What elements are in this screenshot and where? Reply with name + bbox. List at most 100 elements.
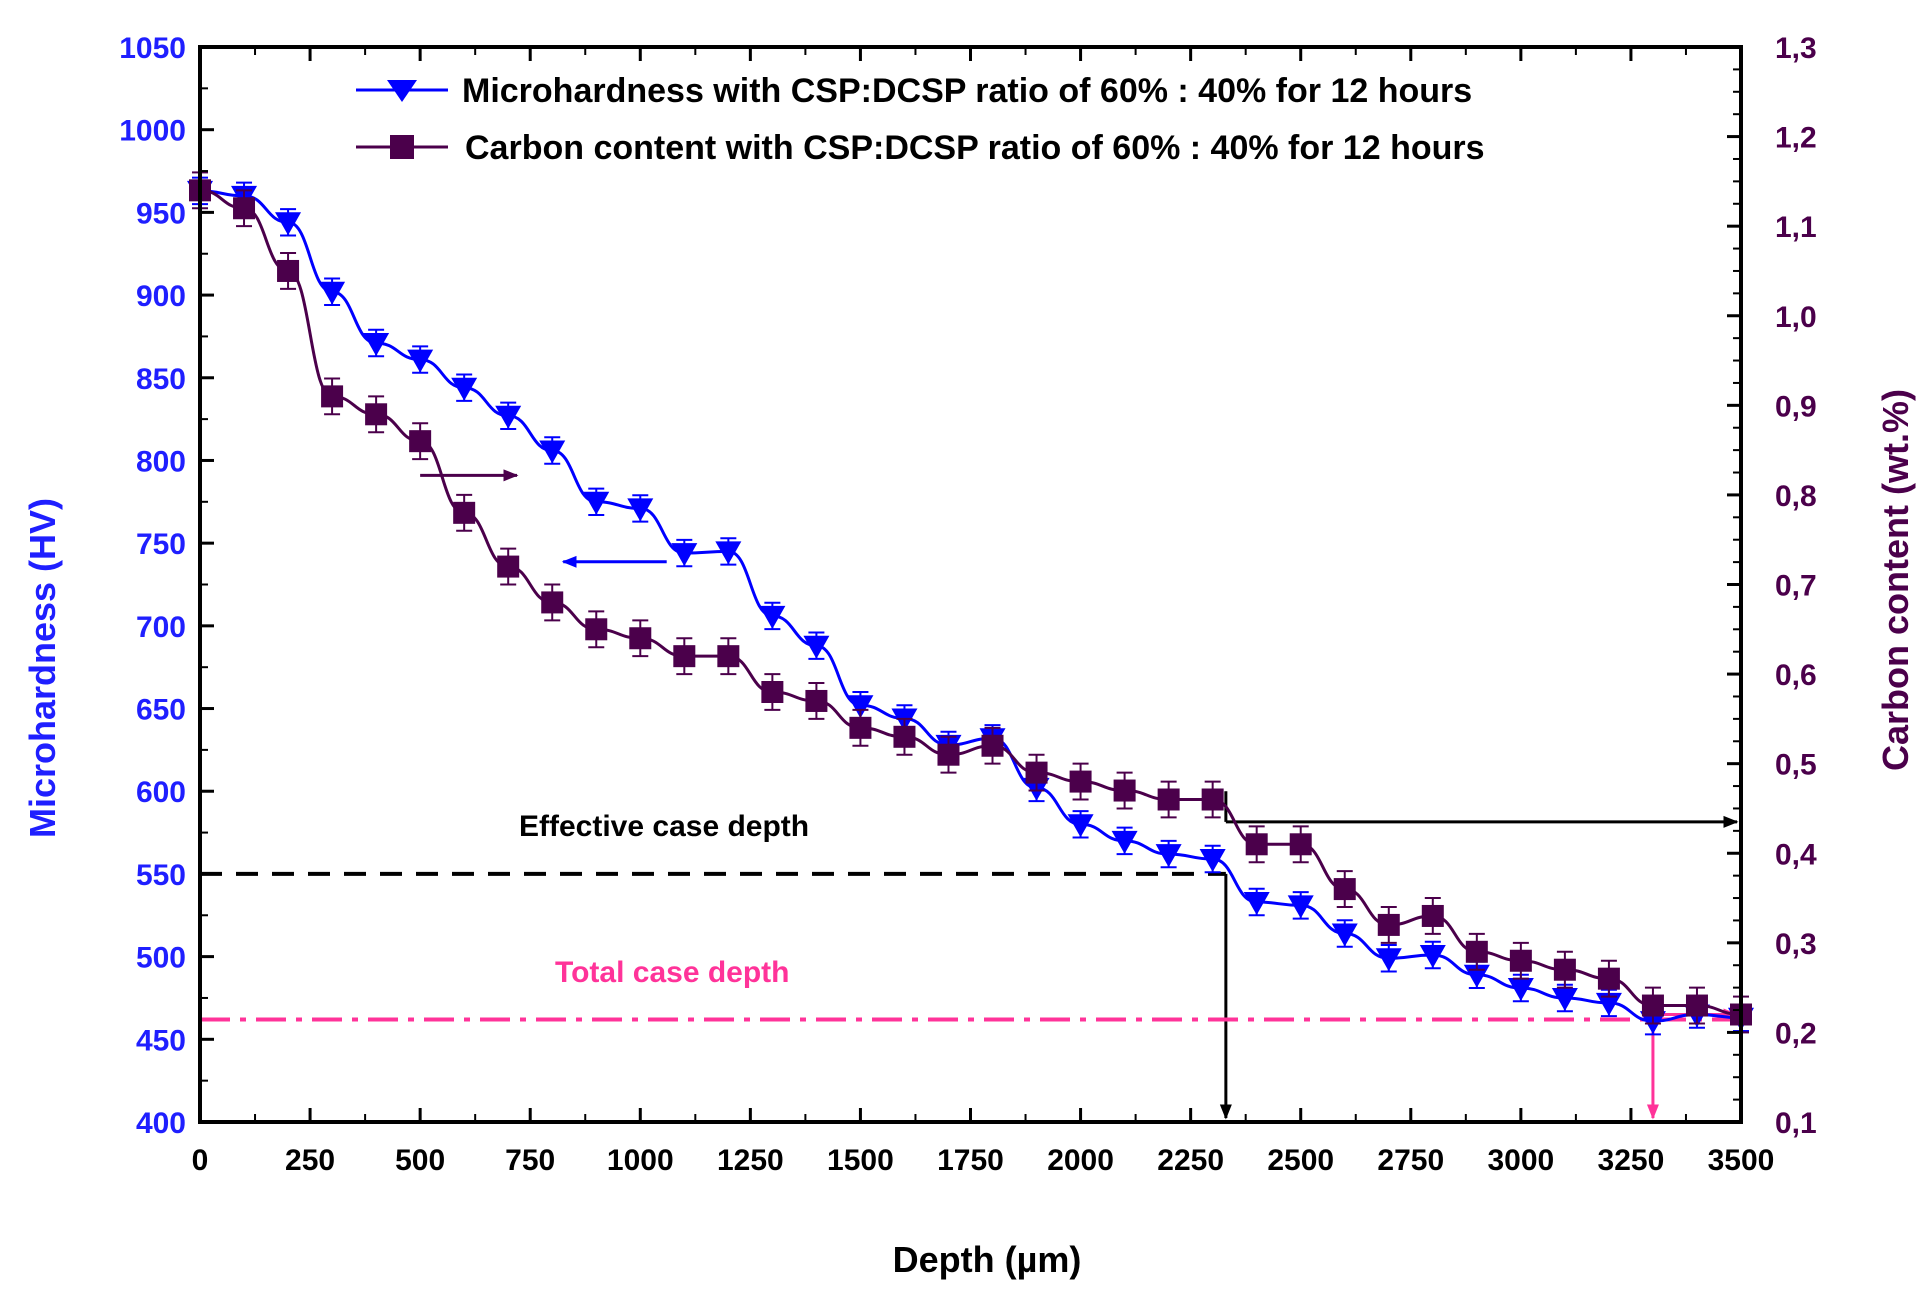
- data-point-carbon: [849, 716, 872, 739]
- data-point-microhardness: [1507, 978, 1534, 1002]
- data-point-microhardness: [319, 281, 346, 305]
- legend-marker-microhardness: [387, 80, 417, 102]
- y-left-tick-label: 900: [136, 280, 186, 313]
- data-point-carbon: [893, 725, 916, 748]
- data-point-microhardness: [847, 695, 874, 719]
- y-right-tick-label: 0,8: [1775, 480, 1817, 513]
- x-tick-label: 1750: [937, 1144, 1004, 1177]
- data-point-microhardness: [1375, 948, 1402, 972]
- data-point-carbon: [673, 645, 696, 668]
- x-tick-label: 1000: [607, 1144, 674, 1177]
- data-point-carbon: [761, 681, 784, 703]
- x-tick-label: 2000: [1047, 1144, 1114, 1177]
- data-point-microhardness: [407, 349, 434, 373]
- data-point-carbon: [1201, 788, 1224, 811]
- data-point-carbon: [1597, 967, 1620, 990]
- data-point-microhardness: [1243, 892, 1270, 916]
- legend-marker-carbon: [390, 135, 414, 159]
- data-point-carbon: [805, 689, 828, 712]
- data-point-carbon: [1245, 833, 1268, 856]
- data-point-carbon: [1641, 994, 1664, 1017]
- data-point-microhardness: [1067, 814, 1094, 838]
- legend-label-microhardness: Microhardness with CSP:DCSP ratio of 60%…: [462, 72, 1472, 110]
- data-point-microhardness: [451, 377, 478, 401]
- y-left-tick-label: 750: [136, 528, 186, 561]
- x-tick-label: 3500: [1708, 1144, 1775, 1177]
- y-left-tick-label: 1050: [119, 32, 186, 65]
- data-point-microhardness: [1419, 944, 1446, 968]
- y-left-tick-label: 650: [136, 694, 186, 727]
- data-point-carbon: [937, 743, 960, 766]
- data-point-microhardness: [1155, 844, 1182, 868]
- y-left-tick-label: 950: [136, 197, 186, 230]
- x-tick-label: 2250: [1157, 1144, 1224, 1177]
- data-point-carbon: [1025, 761, 1048, 784]
- y-left-tick-label: 850: [136, 363, 186, 396]
- y-axis-right-label: Carbon content (wt.%): [1875, 389, 1916, 771]
- data-point-microhardness: [539, 440, 566, 464]
- data-point-microhardness: [363, 333, 390, 357]
- y-right-tick-label: 0,2: [1775, 1017, 1817, 1050]
- x-tick-label: 250: [285, 1144, 335, 1177]
- y-left-tick-label: 500: [136, 942, 186, 975]
- y-right-tick-label: 0,3: [1775, 928, 1817, 961]
- y-right-tick-label: 0,6: [1775, 659, 1817, 692]
- data-point-microhardness: [275, 212, 302, 236]
- x-tick-label: 3000: [1487, 1144, 1554, 1177]
- effective-case-depth-label: Effective case depth: [519, 810, 809, 843]
- y-right-tick-label: 0,5: [1775, 749, 1817, 782]
- data-point-carbon: [1333, 878, 1356, 901]
- data-point-carbon: [453, 501, 476, 524]
- x-tick-label: 0: [192, 1144, 209, 1177]
- data-point-carbon: [277, 259, 300, 282]
- series-layer: [187, 171, 1754, 1036]
- data-point-microhardness: [495, 405, 522, 429]
- data-point-carbon: [365, 403, 388, 426]
- data-point-carbon: [585, 618, 608, 641]
- data-point-microhardness: [1199, 849, 1226, 873]
- data-point-carbon: [1377, 913, 1400, 936]
- x-tick-label: 750: [505, 1144, 555, 1177]
- y-left-tick-label: 800: [136, 445, 186, 478]
- data-point-microhardness: [1331, 923, 1358, 947]
- data-point-microhardness: [671, 543, 698, 567]
- data-point-carbon: [1069, 770, 1092, 793]
- data-point-microhardness: [715, 541, 742, 565]
- data-point-carbon: [1157, 788, 1180, 811]
- x-tick-label: 2500: [1267, 1144, 1334, 1177]
- data-point-carbon: [1509, 949, 1532, 972]
- series-line-1: [199, 188, 1742, 1016]
- x-tick-label: 2750: [1377, 1144, 1444, 1177]
- data-point-carbon: [321, 385, 344, 408]
- x-tick-label: 500: [395, 1144, 445, 1177]
- y-right-tick-label: 0,1: [1775, 1107, 1817, 1140]
- x-tick-label: 3250: [1598, 1144, 1665, 1177]
- data-point-carbon: [1421, 904, 1444, 927]
- total-case-depth-label: Total case depth: [555, 956, 790, 989]
- y-right-tick-label: 0,9: [1775, 390, 1817, 423]
- data-point-microhardness: [1595, 992, 1622, 1016]
- y-right-tick-label: 1,3: [1775, 32, 1817, 65]
- y-right-tick-label: 1,1: [1775, 211, 1817, 244]
- series-line-0: [199, 189, 1742, 1023]
- data-point-microhardness: [583, 491, 610, 515]
- y-left-tick-label: 400: [136, 1107, 186, 1140]
- y-left-tick-label: 1000: [119, 115, 186, 148]
- data-point-carbon: [409, 430, 432, 453]
- data-point-carbon: [1289, 833, 1312, 856]
- annotations-layer: [200, 791, 1741, 1120]
- data-point-microhardness: [627, 498, 654, 522]
- data-point-carbon: [1685, 994, 1708, 1017]
- y-right-tick-label: 0,7: [1775, 570, 1817, 603]
- x-tick-label: 1250: [717, 1144, 784, 1177]
- legend: Microhardness with CSP:DCSP ratio of 60%…: [356, 72, 1485, 167]
- y-axis-left-label: Microhardness (HV): [22, 498, 63, 838]
- data-point-carbon: [717, 645, 740, 668]
- data-point-microhardness: [1287, 895, 1314, 919]
- legend-label-carbon: Carbon content with CSP:DCSP ratio of 60…: [465, 129, 1485, 167]
- data-point-carbon: [1553, 958, 1576, 981]
- y-left-tick-label: 450: [136, 1024, 186, 1057]
- y-right-tick-label: 1,0: [1775, 301, 1817, 334]
- data-point-microhardness: [759, 605, 786, 629]
